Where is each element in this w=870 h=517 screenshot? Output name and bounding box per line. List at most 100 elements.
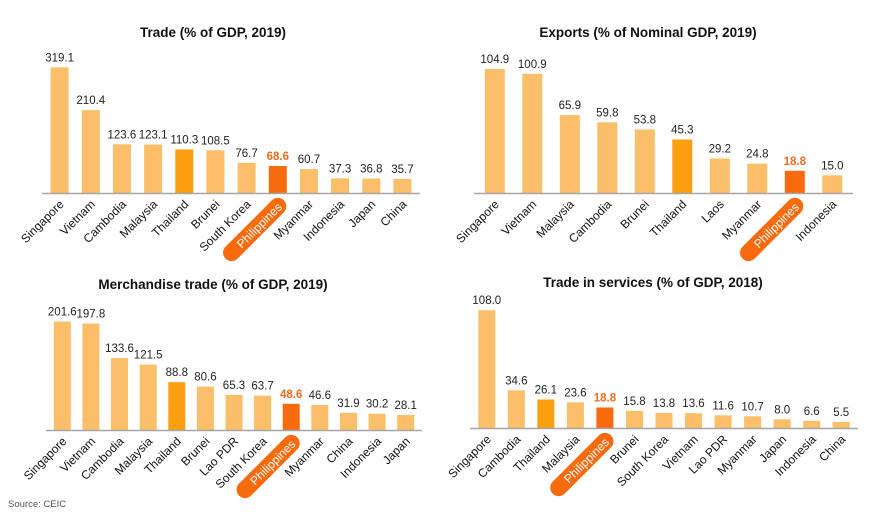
bar-lao-pdr <box>225 394 243 430</box>
value-label: 18.8 <box>784 156 807 168</box>
bar-myanmar <box>747 163 768 193</box>
value-label: 8.0 <box>774 404 790 416</box>
value-label: 53.8 <box>634 114 656 126</box>
value-label: 30.2 <box>366 399 388 411</box>
bar-malaysia <box>144 144 163 193</box>
bar-indonesia <box>822 175 843 193</box>
value-label: 65.3 <box>223 380 245 392</box>
value-label: 319.1 <box>45 52 74 64</box>
value-label: 29.2 <box>709 144 731 156</box>
chart-1: Trade (% of GDP, 2019) 319.1 Singapore 210.… <box>18 25 420 262</box>
value-label: 10.7 <box>741 401 763 413</box>
value-label: 60.7 <box>298 154 320 166</box>
category-label: Laos <box>699 197 727 225</box>
bar-indonesia <box>368 413 386 430</box>
value-label: 26.1 <box>535 385 557 397</box>
chart-2: Exports (% of Nominal GDP, 2019) 104.9 Sin… <box>453 25 853 262</box>
bar-vietnam <box>522 73 543 193</box>
bar-south-korea <box>237 162 256 193</box>
highlight-pill-bg <box>550 432 614 497</box>
bar-myanmar <box>744 416 762 428</box>
value-label: 59.8 <box>596 107 618 119</box>
highlight-pill-bg <box>236 434 300 499</box>
bar-laos <box>709 158 730 193</box>
value-label: 63.7 <box>251 381 273 393</box>
chart-title: Merchandise trade (% of GDP, 2019) <box>98 277 327 292</box>
value-label: 24.8 <box>746 149 768 161</box>
value-label: 68.6 <box>267 151 289 163</box>
bar-malaysia <box>559 115 580 193</box>
value-label: 123.6 <box>108 129 137 141</box>
bar-japan <box>397 414 415 430</box>
value-label: 36.8 <box>360 164 382 176</box>
bar-myanmar <box>311 404 329 430</box>
bar-thailand <box>175 149 194 193</box>
bar-vietnam <box>82 323 100 430</box>
value-label: 121.5 <box>134 350 163 362</box>
value-label: 104.9 <box>480 54 509 66</box>
bar-japan <box>773 419 791 428</box>
chart-title: Trade (% of GDP, 2019) <box>140 25 286 40</box>
category-label: Singapore <box>18 197 67 246</box>
value-label: 11.6 <box>712 400 734 412</box>
bar-cambodia <box>111 358 128 430</box>
bar-china <box>832 422 850 428</box>
category-label: Singapore <box>21 434 70 483</box>
value-label: 201.6 <box>48 307 77 319</box>
bar-vietnam <box>81 110 100 193</box>
value-label: 48.6 <box>280 389 302 401</box>
bar-indonesia <box>803 420 821 428</box>
chart-3: Merchandise trade (% of GDP, 2019) 201.6 S… <box>21 277 422 499</box>
bar-philippines <box>268 166 287 193</box>
source-note: Source: CEIC <box>8 499 67 510</box>
chart-title: Exports (% of Nominal GDP, 2019) <box>539 25 756 40</box>
bar-singapore <box>478 310 496 428</box>
category-label: Vietnam <box>498 197 539 238</box>
value-label: 5.5 <box>833 407 849 419</box>
value-label: 46.6 <box>309 390 331 402</box>
bar-brunei <box>196 386 214 430</box>
value-label: 18.8 <box>594 393 617 405</box>
category-label: China <box>816 432 848 464</box>
bar-malaysia <box>139 364 157 430</box>
value-label: 100.9 <box>518 59 547 71</box>
value-label: 108.0 <box>472 295 501 307</box>
value-label: 6.6 <box>804 406 820 418</box>
value-label: 88.8 <box>166 367 188 379</box>
highlight-pill-bg <box>223 197 287 262</box>
value-label: 34.6 <box>505 375 527 387</box>
value-label: 80.6 <box>194 372 216 384</box>
value-label: 76.7 <box>235 148 257 160</box>
bar-japan <box>362 178 381 193</box>
bar-brunei <box>206 150 225 193</box>
value-label: 28.1 <box>395 400 417 412</box>
bar-philippines <box>784 170 805 193</box>
bar-indonesia <box>331 178 350 193</box>
value-label: 123.1 <box>139 130 168 142</box>
bar-lao-pdr <box>714 415 732 428</box>
bar-malaysia <box>566 402 584 428</box>
highlight-pill-bg <box>740 197 804 262</box>
bar-south-korea <box>254 395 272 430</box>
bar-singapore <box>53 321 71 430</box>
bar-south-korea <box>655 412 673 428</box>
value-label: 210.4 <box>76 95 105 107</box>
value-label: 23.6 <box>564 387 586 399</box>
value-label: 110.3 <box>170 135 198 147</box>
bar-myanmar <box>299 169 318 193</box>
category-label: Japan <box>345 197 378 230</box>
chart-title: Trade in services (% of GDP, 2018) <box>543 275 763 290</box>
value-label: 197.8 <box>77 309 106 321</box>
category-label: Japan <box>380 434 413 467</box>
bar-cambodia <box>112 144 131 193</box>
value-label: 13.6 <box>682 398 704 410</box>
value-label: 35.7 <box>391 164 413 176</box>
category-label: Thailand <box>647 197 689 239</box>
bar-cambodia <box>597 122 618 193</box>
value-label: 45.3 <box>671 125 693 137</box>
bar-china <box>340 412 357 430</box>
value-label: 37.3 <box>329 163 351 175</box>
category-label: Brunei <box>617 197 651 231</box>
category-label: Singapore <box>453 197 502 246</box>
